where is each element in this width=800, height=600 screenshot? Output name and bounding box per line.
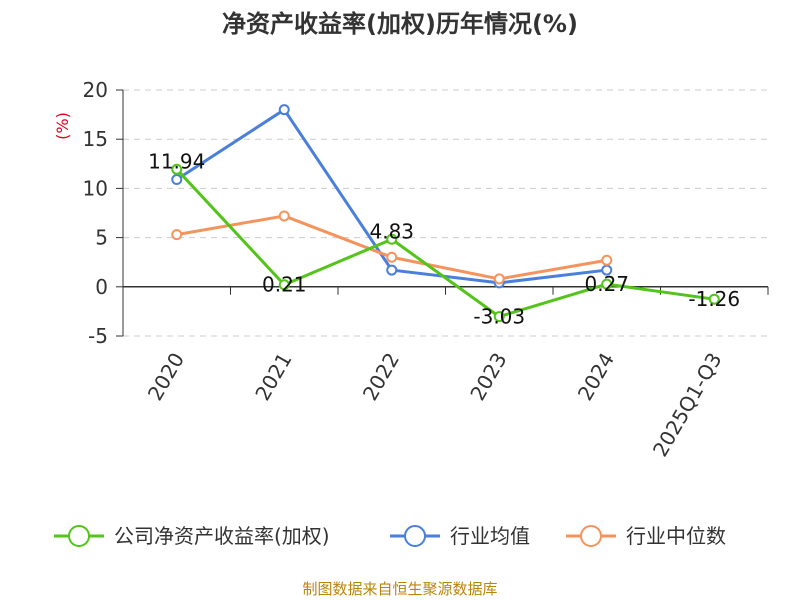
data-point xyxy=(386,251,398,263)
legend-marker xyxy=(404,525,426,547)
x-tick-label: 2023 xyxy=(465,349,511,405)
x-tick-label: 2021 xyxy=(250,349,296,405)
data-point xyxy=(601,254,613,266)
legend-marker xyxy=(580,525,602,547)
grid xyxy=(123,89,768,337)
x-tick-label: 2025Q1-Q3 xyxy=(648,349,727,461)
data-point xyxy=(171,174,183,186)
data-point xyxy=(493,311,505,323)
y-tick-label: 10 xyxy=(83,176,108,200)
y-axis-unit: (%) xyxy=(53,112,72,140)
source-note: 制图数据来自恒生聚源数据库 xyxy=(302,580,497,598)
y-tick-label: -5 xyxy=(88,324,108,348)
data-point xyxy=(171,229,183,241)
data-label: -1.26 xyxy=(688,287,740,311)
legend-label: 公司净资产收益率(加权) xyxy=(114,524,330,548)
data-point xyxy=(171,163,183,175)
data-label: 0.21 xyxy=(262,273,307,297)
y-tick-label: 5 xyxy=(95,226,108,250)
x-tick-label: 2022 xyxy=(358,349,404,405)
x-tick-label: 2024 xyxy=(573,349,619,405)
legend-label: 行业均值 xyxy=(450,524,530,548)
data-label: 0.27 xyxy=(584,272,629,296)
series-line xyxy=(175,168,715,319)
data-label: 11.94 xyxy=(148,149,205,173)
series-lines xyxy=(171,104,720,323)
data-point xyxy=(493,273,505,285)
legend: 公司净资产收益率(加权) 行业均值 行业中位数 xyxy=(54,524,726,548)
x-tick-label: 2020 xyxy=(143,349,189,405)
data-point xyxy=(601,278,613,290)
data-point xyxy=(386,264,398,276)
data-point xyxy=(386,233,398,245)
data-point xyxy=(278,104,290,116)
data-point xyxy=(708,293,720,305)
y-tick-label: 15 xyxy=(83,127,108,151)
data-point xyxy=(278,279,290,291)
y-tick-label: 0 xyxy=(95,275,108,299)
legend-label: 行业中位数 xyxy=(626,524,726,548)
chart-title: 净资产收益率(加权)历年情况(%) xyxy=(222,10,578,38)
data-label: 4.83 xyxy=(369,219,414,243)
data-labels: 11.94 0.21 4.83 -3.03 0.27 -1.26 xyxy=(148,149,740,328)
y-tick-label: 20 xyxy=(83,78,108,102)
data-label: -3.03 xyxy=(473,305,525,329)
axes: 20 15 10 5 0 -5 2020 2021 2022 2023 2024 2025Q1-Q3 xyxy=(83,78,769,461)
legend-marker xyxy=(68,525,90,547)
data-point xyxy=(278,210,290,222)
